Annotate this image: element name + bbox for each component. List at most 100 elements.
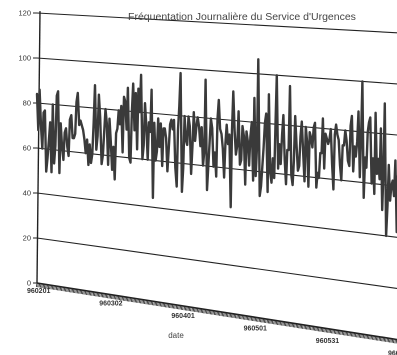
- x-tick-mark: [68, 288, 71, 293]
- x-tick-mark: [353, 332, 355, 337]
- x-tick-mark: [224, 312, 226, 317]
- x-tick-mark: [306, 325, 308, 330]
- x-tick-mark: [323, 328, 325, 333]
- x-tick-mark: [299, 324, 301, 329]
- x-tick-mark: [375, 336, 378, 341]
- x-tick-mark: [200, 308, 203, 313]
- x-tick-mark: [92, 291, 95, 296]
- x-tick-mark: [36, 282, 38, 288]
- x-tick-mark: [370, 335, 372, 340]
- x-tick-mark: [316, 327, 318, 332]
- x-tick-mark: [368, 335, 370, 340]
- x-tick-mark: [231, 313, 233, 318]
- x-tick-mark: [196, 308, 199, 313]
- x-tick-mark: [47, 284, 50, 289]
- x-tick-marks: [36, 282, 397, 344]
- x-tick-mark: [55, 286, 58, 291]
- x-tick-mark: [179, 305, 181, 310]
- y-gridline: [36, 12, 397, 34]
- x-tick-mark: [65, 287, 67, 292]
- x-tick-mark: [94, 292, 96, 297]
- x-tick-mark: [213, 310, 216, 315]
- x-tick-mark: [381, 337, 383, 342]
- x-tick-mark: [308, 325, 311, 330]
- x-tick-mark: [356, 333, 358, 338]
- x-tick-mark: [372, 335, 374, 340]
- x-tick-mark: [128, 297, 130, 302]
- x-tick-mark: [125, 297, 127, 302]
- x-tick-mark: [262, 318, 264, 323]
- x-tick-mark: [82, 290, 84, 295]
- x-tick-mark: [234, 314, 237, 319]
- x-tick-mark: [42, 283, 44, 289]
- x-tick-mark: [304, 325, 307, 330]
- x-tick-mark: [171, 304, 174, 309]
- x-tick-mark: [227, 312, 229, 318]
- x-tick-mark: [119, 295, 121, 301]
- x-tick-mark: [207, 309, 209, 314]
- x-axis-title: date: [168, 331, 184, 340]
- x-tick-mark: [107, 294, 109, 299]
- x-tick-mark: [191, 307, 193, 312]
- x-tick-mark: [40, 283, 42, 288]
- x-tick-mark: [192, 307, 195, 312]
- x-tick-mark: [387, 338, 390, 343]
- x-tick-mark: [43, 284, 46, 289]
- x-tick-mark: [167, 303, 170, 308]
- x-tick-mark: [378, 336, 380, 341]
- y-tick-label: 100: [18, 54, 31, 63]
- x-tick-mark: [277, 320, 279, 325]
- x-tick-mark: [202, 309, 204, 314]
- x-tick-mark: [99, 292, 101, 297]
- x-tick-mark: [146, 300, 149, 305]
- x-tick-mark: [150, 300, 152, 306]
- y-gridline: [36, 192, 397, 238]
- x-tick-mark: [369, 335, 371, 340]
- x-tick-mark: [71, 288, 73, 293]
- x-tick-mark: [248, 316, 250, 321]
- x-tick-mark: [74, 288, 76, 294]
- x-tick-mark: [354, 333, 357, 338]
- x-tick-mark: [386, 337, 388, 343]
- x-tick-mark: [225, 312, 228, 317]
- x-tick-mark: [129, 297, 131, 302]
- x-tick-mark: [151, 301, 154, 306]
- x-tick-mark: [101, 293, 104, 298]
- x-tick-mark: [170, 304, 172, 309]
- x-tick-mark: [72, 288, 75, 293]
- x-tick-mark: [365, 334, 367, 339]
- x-tick-mark: [346, 331, 349, 336]
- x-tick-mark: [394, 339, 396, 344]
- x-tick-mark: [79, 289, 81, 294]
- x-tick-mark: [223, 312, 225, 317]
- x-tick-mark: [155, 301, 158, 306]
- x-tick-mark: [174, 304, 176, 309]
- x-tick-mark: [158, 302, 160, 307]
- y-gridline: [36, 237, 397, 289]
- x-tick-mark: [242, 315, 245, 320]
- y-tick-label: 40: [23, 189, 31, 198]
- x-tick-mark: [382, 337, 384, 342]
- series: [35, 58, 397, 238]
- x-tick-label: 960531: [316, 338, 339, 345]
- x-tick-mark: [63, 287, 66, 292]
- x-tick-mark: [350, 332, 353, 337]
- x-tick-mark: [246, 316, 249, 321]
- x-tick-mark: [90, 291, 92, 296]
- chart-title: Fréquentation Journalière du Service d'U…: [128, 11, 356, 23]
- x-tick-mark: [66, 287, 68, 292]
- x-tick-mark: [183, 306, 185, 311]
- x-tick-mark: [154, 301, 156, 306]
- x-tick-mark: [263, 318, 266, 323]
- x-tick-mark: [336, 330, 338, 335]
- x-tick-mark: [159, 302, 162, 307]
- x-tick-mark: [357, 333, 359, 338]
- x-tick-mark: [307, 325, 309, 330]
- x-tick-mark: [298, 324, 300, 329]
- x-tick-mark: [312, 326, 315, 331]
- x-tick-mark: [211, 310, 213, 315]
- x-tick-mark: [204, 309, 206, 314]
- x-tick-mark: [241, 315, 243, 320]
- x-tick-mark: [294, 323, 296, 328]
